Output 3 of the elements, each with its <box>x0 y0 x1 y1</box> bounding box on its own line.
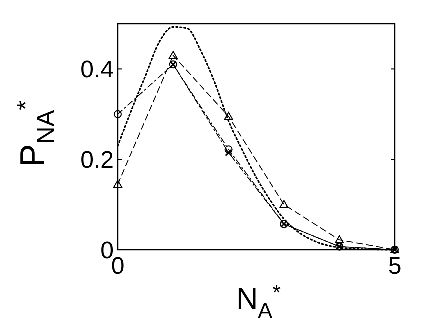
x-tick-label: 5 <box>388 253 402 280</box>
y-tick-label: 0.4 <box>80 56 114 84</box>
y-tick-label: 0.2 <box>80 147 114 174</box>
